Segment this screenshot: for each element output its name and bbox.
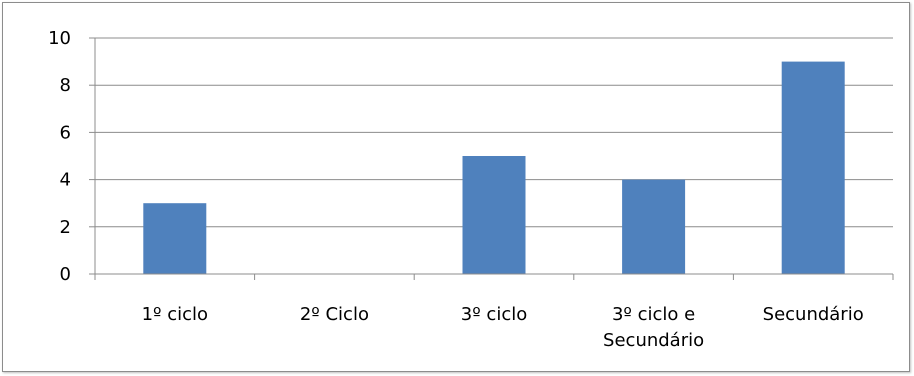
y-tick-label: 0 <box>60 264 71 285</box>
bar <box>143 203 207 274</box>
x-category-label-line: 2º Ciclo <box>300 304 369 325</box>
x-category-labels: 1º ciclo 2º Ciclo 3º ciclo 3º ciclo e Secund… <box>142 304 864 351</box>
x-category-label: 3º ciclo <box>461 304 527 325</box>
bar <box>622 179 686 274</box>
x-category-label-line: 1º ciclo <box>142 304 208 325</box>
x-category-label-line: 3º ciclo <box>461 304 527 325</box>
y-tick-label: 4 <box>60 170 71 191</box>
x-category-label: 3º ciclo e Secundário <box>603 304 704 351</box>
y-tick-labels: 0 2 4 6 8 10 <box>48 28 71 285</box>
x-category-label: 1º ciclo <box>142 304 208 325</box>
x-category-label: Secundário <box>763 304 864 325</box>
x-category-label-line: 3º ciclo e <box>612 304 695 325</box>
y-tick-label: 8 <box>60 75 71 96</box>
x-category-label: 2º Ciclo <box>300 304 369 325</box>
x-category-label-line: Secundário <box>763 304 864 325</box>
bars <box>143 61 845 274</box>
y-tick-label: 10 <box>48 28 71 49</box>
bar <box>462 156 526 274</box>
axes <box>89 37 894 280</box>
chart-frame <box>2 2 910 372</box>
x-category-label-line: Secundário <box>603 330 704 351</box>
y-tick-label: 2 <box>60 217 71 238</box>
y-tick-label: 6 <box>60 122 71 143</box>
bar <box>781 61 845 274</box>
